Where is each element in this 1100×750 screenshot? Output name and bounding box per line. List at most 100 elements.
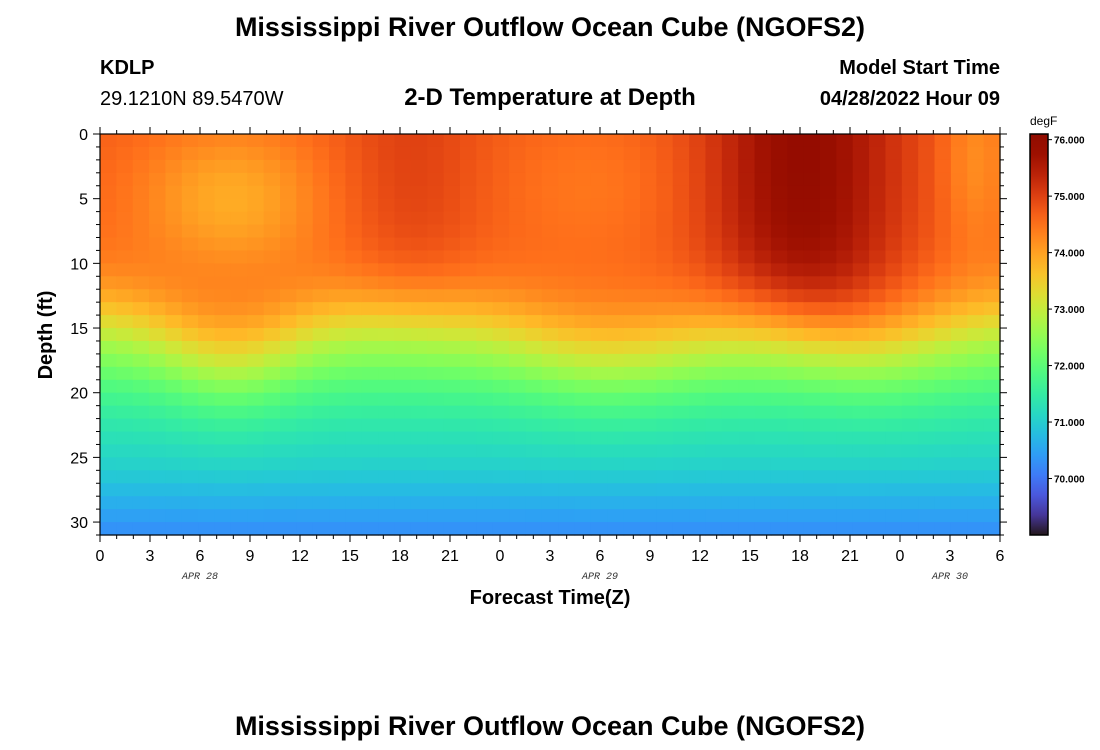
heatmap-cell (492, 470, 510, 484)
heatmap-cell (934, 198, 952, 213)
heatmap-cell (689, 470, 707, 484)
heatmap-cell (132, 405, 150, 420)
heatmap-cell (476, 366, 494, 381)
heatmap-cell (852, 457, 870, 471)
heatmap-cell (247, 302, 265, 316)
heatmap-cell (443, 328, 461, 342)
heatmap-cell (476, 250, 494, 264)
heatmap-cell (738, 315, 756, 329)
heatmap-cell (934, 431, 952, 446)
heatmap-cell (918, 470, 936, 484)
heatmap-cell (836, 496, 854, 510)
heatmap-cell (509, 379, 527, 394)
heatmap-cell (885, 522, 903, 536)
heatmap-cell (901, 172, 919, 187)
heatmap-cell (443, 522, 461, 536)
heatmap-cell (394, 276, 412, 290)
heatmap-cell (181, 263, 199, 277)
heatmap-cell (885, 263, 903, 277)
heatmap-cell (312, 379, 330, 394)
heatmap-cell (967, 340, 985, 355)
heatmap-cell (100, 522, 117, 536)
heatmap-cell (230, 418, 248, 433)
heatmap-cell (623, 353, 641, 368)
heatmap-cell (967, 379, 985, 394)
heatmap-cell (754, 496, 772, 510)
heatmap-cell (574, 405, 592, 420)
x-date-label: APR 29 (581, 572, 618, 583)
heatmap-cell (181, 405, 199, 420)
heatmap-cell (836, 457, 854, 471)
heatmap-cell (787, 198, 805, 213)
heatmap-cell (852, 392, 870, 407)
heatmap-cell (672, 509, 690, 523)
heatmap-cell (787, 522, 805, 536)
heatmap-cell (558, 146, 576, 161)
heatmap-cell (361, 509, 379, 523)
heatmap-cell (410, 379, 428, 394)
heatmap-cell (427, 353, 445, 368)
colorbar-label: 73.000 (1054, 305, 1085, 316)
heatmap-cell (738, 224, 756, 239)
heatmap-cell (901, 134, 919, 148)
heatmap-cell (672, 328, 690, 342)
heatmap-cell (787, 211, 805, 226)
heatmap-cell (640, 211, 657, 226)
heatmap-cell (116, 263, 134, 277)
heatmap-cell (770, 496, 788, 510)
heatmap-cell (820, 483, 837, 497)
heatmap-cell (263, 431, 281, 446)
colorbar-label: 75.000 (1054, 192, 1085, 203)
heatmap-cell (852, 418, 870, 433)
heatmap-cell (492, 418, 510, 433)
heatmap-cell (361, 250, 379, 264)
heatmap-cell (198, 431, 216, 446)
heatmap-cell (410, 353, 428, 368)
heatmap-cell (116, 134, 134, 148)
heatmap-cell (492, 159, 510, 174)
heatmap-cell (541, 522, 559, 536)
heatmap-cell (247, 237, 265, 252)
heatmap-cell (672, 289, 690, 303)
heatmap-cell (361, 328, 379, 342)
heatmap-cell (541, 496, 559, 510)
heatmap-cell (247, 509, 265, 523)
heatmap-cell (329, 276, 347, 290)
heatmap-cell (460, 302, 477, 316)
heatmap-cell (836, 276, 854, 290)
heatmap-cell (149, 457, 167, 471)
heatmap-cell (492, 392, 510, 407)
heatmap-cell (934, 315, 952, 329)
heatmap-cell (410, 522, 428, 536)
heatmap-cell (852, 509, 870, 523)
heatmap-cell (558, 172, 576, 187)
heatmap-cell (590, 185, 608, 200)
heatmap-cell (820, 457, 837, 471)
heatmap-cell (361, 302, 379, 316)
heatmap-cell (607, 289, 625, 303)
heatmap-cell (492, 315, 510, 329)
heatmap-cell (738, 470, 756, 484)
heatmap-cell (165, 224, 183, 239)
heatmap-cell (950, 146, 968, 161)
heatmap-cell (983, 470, 1001, 484)
heatmap-cell (901, 496, 919, 510)
heatmap-cell (214, 328, 232, 342)
heatmap-cell (820, 134, 837, 148)
heatmap-cell (672, 146, 690, 161)
heatmap-cell (607, 457, 625, 471)
heatmap-cell (983, 224, 1001, 239)
heatmap-cell (803, 250, 821, 264)
heatmap-cell (558, 198, 576, 213)
heatmap-cell (803, 263, 821, 277)
heatmap-cell (296, 483, 314, 497)
heatmap-cell (541, 509, 559, 523)
heatmap-cell (198, 250, 216, 264)
heatmap-cell (901, 522, 919, 536)
heatmap-cell (280, 496, 297, 510)
heatmap-cell (345, 146, 363, 161)
heatmap-cell (100, 340, 117, 355)
heatmap-cell (460, 496, 477, 510)
heatmap-cell (394, 509, 412, 523)
heatmap-cell (918, 276, 936, 290)
